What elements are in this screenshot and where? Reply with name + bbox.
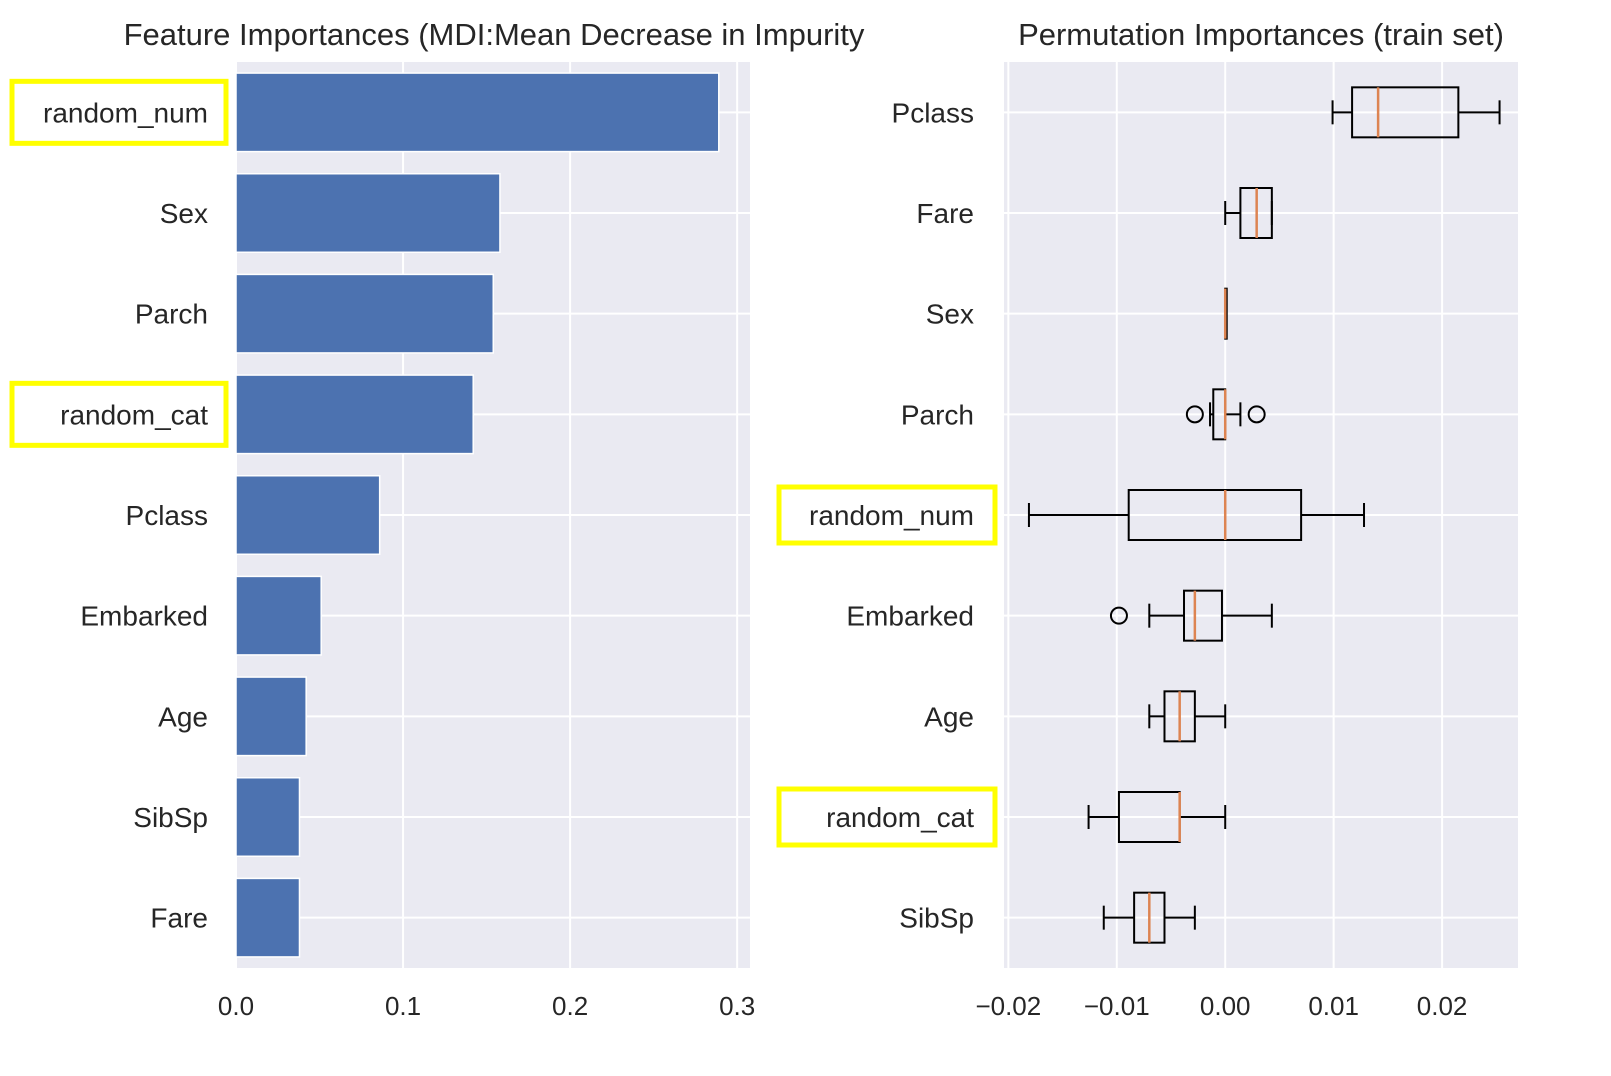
perm-box-fare (1224, 187, 1273, 239)
perm-ytick-sex: Sex (926, 299, 974, 330)
mdi-ytick-fare: Fare (150, 903, 208, 934)
perm-ytick-random-cat: random_cat (826, 802, 974, 833)
perm-box-parch (1185, 388, 1266, 441)
mdi-bar-sibsp (235, 776, 301, 858)
mdi-x-tick-labels: 0.0 0.1 0.2 0.3 (218, 991, 755, 1021)
perm-outlier-parch-0 (1185, 405, 1204, 424)
mdi-xtick-0: 0.0 (218, 991, 254, 1021)
perm-ytick-parch: Parch (901, 399, 974, 430)
mdi-bar-pclass (235, 474, 381, 556)
mdi-bar-embarked (235, 575, 322, 656)
perm-outlier-parch-1 (1247, 405, 1266, 424)
mdi-xtick-2: 0.2 (552, 991, 588, 1021)
mdi-ytick-sibsp: SibSp (133, 802, 208, 833)
perm-highlight-boxes (776, 484, 998, 848)
mdi-bar-random-cat (235, 374, 474, 455)
mdi-ytick-sex: Sex (160, 198, 208, 229)
mdi-ytick-random-num: random_num (43, 97, 208, 128)
mdi-highlight-random-cat (9, 380, 229, 448)
perm-xtick-3: 0.01 (1308, 991, 1359, 1021)
perm-y-tick-labels: Pclass Fare Sex Parch random_num Embarked Age r… (809, 97, 974, 933)
perm-iqr-embarked (1183, 589, 1223, 642)
perm-ytick-pclass: Pclass (892, 97, 974, 128)
perm-highlight-random-num (776, 484, 998, 546)
mdi-bar-fare (235, 877, 301, 958)
mdi-chart-title: Feature Importances (MDI:Mean Decrease i… (124, 17, 865, 52)
mdi-xtick-1: 0.1 (385, 991, 421, 1021)
mdi-ytick-random-cat: random_cat (60, 399, 208, 430)
permutation-importance-chart: Pclass Fare Sex Parch random_num Embarked Age r… (776, 17, 1518, 1021)
perm-x-tick-labels: −0.02 −0.01 0.00 0.01 0.02 (975, 991, 1467, 1021)
perm-boxplots (1027, 86, 1501, 944)
mdi-y-tick-labels: random_num Sex Parch random_cat Pclass Embark… (43, 97, 208, 933)
mdi-highlight-random-num (9, 78, 229, 146)
perm-iqr-random-num (1127, 489, 1303, 541)
mdi-ytick-age: Age (158, 701, 208, 732)
perm-xtick-0: −0.02 (975, 991, 1041, 1021)
perm-ytick-random-num: random_num (809, 500, 974, 531)
perm-box-age (1148, 690, 1227, 743)
mdi-bar-random-num (235, 72, 720, 153)
perm-xtick-4: 0.02 (1417, 991, 1468, 1021)
mdi-ytick-parch: Parch (135, 299, 208, 330)
mdi-importance-chart: random_num Sex Parch random_cat Pclass Embark… (9, 17, 865, 1021)
mdi-highlight-boxes (9, 78, 229, 448)
perm-box-sibsp (1102, 891, 1196, 944)
mdi-bars (235, 72, 720, 958)
mdi-bar-age (235, 676, 307, 757)
perm-box-pclass (1331, 86, 1501, 139)
mdi-xtick-3: 0.3 (719, 991, 755, 1021)
perm-outlier-embarked-0 (1109, 606, 1128, 625)
perm-ytick-age: Age (924, 701, 974, 732)
perm-xtick-2: 0.00 (1200, 991, 1251, 1021)
mdi-ytick-embarked: Embarked (80, 601, 208, 632)
perm-box-sex (1223, 287, 1228, 340)
perm-ytick-fare: Fare (916, 198, 974, 229)
perm-iqr-pclass (1351, 86, 1460, 139)
mdi-bar-parch (235, 273, 495, 354)
mdi-ytick-pclass: Pclass (126, 500, 208, 531)
perm-box-random-num (1027, 489, 1366, 541)
perm-box-random-cat (1087, 791, 1227, 843)
perm-xtick-1: −0.01 (1084, 991, 1150, 1021)
perm-ytick-sibsp: SibSp (899, 903, 974, 934)
perm-box-embarked (1109, 589, 1273, 642)
perm-chart-title: Permutation Importances (train set) (1018, 17, 1504, 52)
perm-ytick-embarked: Embarked (846, 601, 974, 632)
perm-highlight-random-cat (776, 786, 998, 848)
mdi-bar-sex (235, 172, 501, 254)
